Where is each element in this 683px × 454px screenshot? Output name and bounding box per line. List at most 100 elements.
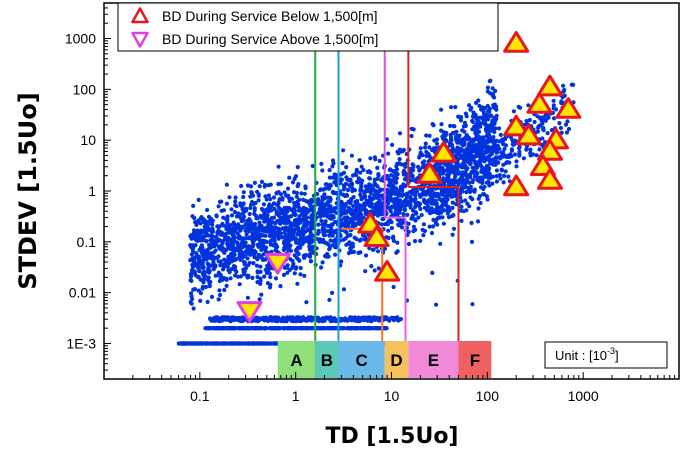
data-point [333, 252, 338, 257]
data-point [409, 126, 414, 131]
data-point [341, 148, 346, 153]
data-point [438, 241, 443, 246]
data-point [268, 274, 273, 280]
data-point [434, 141, 440, 146]
data-point [276, 236, 281, 241]
data-point [357, 158, 362, 163]
data-point [482, 159, 487, 164]
data-point [222, 287, 227, 293]
data-point [208, 218, 213, 223]
data-point [419, 212, 424, 218]
data-point [227, 195, 232, 200]
data-point [352, 188, 357, 193]
data-point [238, 216, 243, 221]
data-point [376, 266, 381, 271]
data-point [264, 326, 269, 331]
data-point [372, 315, 378, 320]
data-point [324, 315, 329, 320]
data-point [343, 229, 348, 234]
data-point [355, 180, 360, 185]
data-point [190, 265, 195, 270]
data-point [197, 247, 202, 252]
data-point [289, 234, 294, 240]
data-point [444, 138, 449, 143]
data-point [502, 146, 507, 151]
data-point [431, 198, 436, 203]
data-point [292, 271, 297, 276]
data-point [193, 243, 198, 248]
data-point [194, 251, 199, 256]
data-point [350, 182, 355, 187]
data-point [345, 187, 351, 193]
data-point [296, 231, 301, 236]
data-point [479, 169, 484, 174]
data-point [377, 187, 382, 192]
data-point [492, 129, 497, 135]
data-point [266, 267, 271, 272]
data-point [459, 204, 464, 209]
data-point [207, 284, 212, 289]
data-point [191, 228, 197, 233]
data-point [306, 317, 311, 322]
data-point [490, 118, 495, 123]
data-point [231, 225, 237, 230]
data-point [188, 300, 193, 305]
marker-triangle-up [536, 168, 563, 190]
data-point [230, 341, 235, 346]
data-point [341, 187, 346, 192]
data-point [327, 168, 332, 173]
data-point [346, 205, 351, 210]
data-point [359, 194, 364, 199]
data-point [241, 214, 247, 219]
data-point [414, 211, 419, 216]
data-point [234, 341, 239, 346]
data-point [528, 147, 533, 152]
data-point [295, 165, 300, 170]
data-point [470, 197, 475, 202]
data-point [277, 206, 282, 211]
data-point [213, 273, 218, 278]
data-point [225, 220, 230, 225]
data-point [373, 202, 378, 207]
data-point [430, 224, 436, 229]
data-point [536, 125, 541, 130]
data-point [281, 272, 287, 277]
data-point [251, 261, 256, 266]
data-point [301, 253, 306, 258]
data-point [466, 188, 472, 193]
data-point [300, 226, 305, 231]
data-point [190, 256, 195, 261]
data-point [439, 122, 444, 127]
data-point [216, 297, 221, 302]
data-point [402, 207, 407, 213]
data-point [352, 318, 357, 323]
x-tick-label: 1 [292, 388, 300, 404]
data-point [218, 263, 223, 268]
data-point [420, 227, 425, 232]
data-point [477, 175, 482, 180]
marker-triangle-up [515, 123, 542, 146]
data-point [396, 193, 401, 198]
data-point [481, 117, 486, 122]
data-point [327, 175, 332, 180]
data-point [404, 195, 410, 200]
data-point [346, 222, 351, 227]
data-point [379, 222, 385, 227]
data-point [373, 157, 378, 162]
data-point [472, 174, 477, 179]
data-point [233, 199, 238, 204]
data-point [474, 165, 480, 170]
data-point [278, 231, 283, 236]
data-point [399, 225, 405, 230]
data-point [368, 170, 373, 175]
data-point [191, 287, 196, 292]
data-point [245, 219, 250, 224]
data-point [295, 226, 300, 231]
data-point [294, 247, 299, 252]
data-point [263, 182, 268, 187]
data-point [252, 180, 257, 185]
data-point [287, 175, 292, 180]
data-point [321, 230, 326, 235]
marker-triangle-up [526, 92, 553, 114]
data-point [563, 122, 569, 127]
